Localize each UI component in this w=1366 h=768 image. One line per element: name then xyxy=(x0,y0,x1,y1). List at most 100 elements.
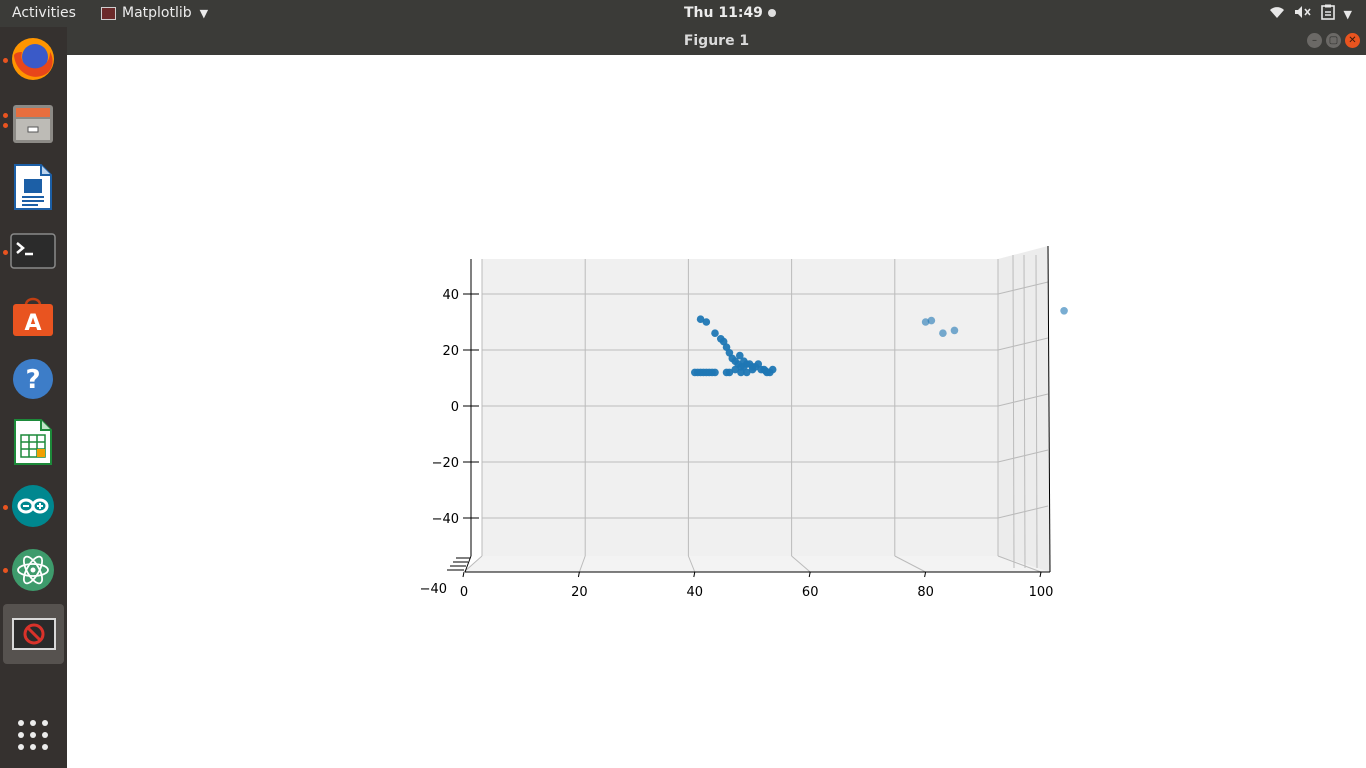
x-tick-label: 40 xyxy=(687,585,704,600)
grid-lines xyxy=(463,254,1049,573)
software-center-launcher[interactable]: A xyxy=(8,290,58,340)
dock: A ? xyxy=(0,27,67,768)
x-tick xyxy=(808,571,811,578)
app-menu[interactable]: Matplotlib ▼ xyxy=(101,5,208,21)
data-point xyxy=(731,365,739,374)
side-edge-line xyxy=(1047,245,1051,573)
data-point xyxy=(702,318,711,326)
matplotlib-window-launcher[interactable] xyxy=(3,604,64,664)
matplotlib-app-icon xyxy=(101,6,116,20)
firefox-launcher[interactable] xyxy=(8,34,58,84)
z-tick-label: −40 xyxy=(432,512,459,527)
grid-line xyxy=(894,555,926,573)
running-indicator xyxy=(3,58,8,63)
grid-line xyxy=(997,337,1049,351)
grid-line xyxy=(997,449,1049,463)
x-tick xyxy=(693,571,696,578)
running-indicator xyxy=(3,568,8,573)
figure-canvas[interactable]: 0 20 40 60 80 100 40 20 0 −20 −40 −40 xyxy=(67,55,1366,768)
caret-down-icon: ▼ xyxy=(199,6,209,20)
grid-line xyxy=(687,555,696,573)
caret-down-icon[interactable]: ▼ xyxy=(1343,7,1352,21)
clock-label: Thu 11:49 xyxy=(684,5,763,21)
libreoffice-writer-launcher[interactable] xyxy=(8,162,58,212)
libreoffice-calc-launcher[interactable] xyxy=(8,417,58,467)
close-button[interactable]: ✕ xyxy=(1345,33,1360,48)
z-tick-label: 40 xyxy=(442,288,459,303)
data-points xyxy=(691,307,1068,377)
data-point xyxy=(722,368,731,377)
show-applications-button[interactable] xyxy=(8,710,58,760)
grid-line xyxy=(578,555,586,573)
grid-icon xyxy=(18,720,48,750)
firefox-icon xyxy=(12,38,54,80)
x-tick xyxy=(577,571,580,578)
data-point xyxy=(748,365,757,374)
data-point xyxy=(725,349,734,357)
back-pane xyxy=(482,259,998,556)
grid-line xyxy=(997,555,1042,573)
grid-line xyxy=(997,281,1049,295)
running-indicator xyxy=(3,505,8,510)
clipboard-icon[interactable] xyxy=(1320,4,1335,24)
data-point xyxy=(1060,307,1068,315)
grid-line xyxy=(997,393,1049,407)
data-point xyxy=(719,337,728,346)
data-point xyxy=(927,316,936,325)
data-point xyxy=(761,367,770,375)
data-point xyxy=(737,368,745,377)
data-point xyxy=(754,360,763,368)
z-tick-label: 0 xyxy=(451,400,459,415)
running-indicator xyxy=(3,250,8,255)
y-tick-label: −40 xyxy=(420,582,447,597)
data-point xyxy=(740,357,748,366)
data-point xyxy=(711,368,719,377)
activities-button[interactable]: Activities xyxy=(12,5,76,21)
floor-pane xyxy=(465,556,1050,572)
terminal-launcher[interactable] xyxy=(8,226,58,276)
data-point xyxy=(768,365,777,374)
app-menu-label: Matplotlib xyxy=(122,5,192,21)
maximize-button[interactable]: ▢ xyxy=(1326,33,1341,48)
data-point xyxy=(696,315,705,324)
grid-line xyxy=(463,555,483,573)
grid-line xyxy=(791,555,811,573)
z-tick-label: 20 xyxy=(442,344,459,359)
x-tick xyxy=(1039,571,1042,578)
window-titlebar[interactable]: Figure 1 – ▢ ✕ xyxy=(67,27,1366,55)
terminal-icon xyxy=(10,233,56,269)
document-writer-icon xyxy=(14,164,52,210)
grid-line xyxy=(1012,254,1015,569)
file-cabinet-icon xyxy=(13,105,53,143)
atom-editor-icon xyxy=(12,549,54,591)
matplotlib-window-icon xyxy=(11,618,56,650)
data-point xyxy=(711,329,719,338)
minimize-button[interactable]: – xyxy=(1307,33,1322,48)
data-point xyxy=(722,343,731,352)
window-title: Figure 1 xyxy=(683,33,750,49)
scatter-3d-plot[interactable]: 0 20 40 60 80 100 40 20 0 −20 −40 −40 xyxy=(67,55,1366,768)
spreadsheet-calc-icon xyxy=(14,419,52,465)
x-tick-label: 20 xyxy=(571,585,588,600)
grid-line xyxy=(1023,254,1026,569)
x-tick-label: 80 xyxy=(917,585,934,600)
z-tick-label: −20 xyxy=(432,456,459,471)
arduino-icon xyxy=(12,485,54,527)
x-tick-label: 100 xyxy=(1029,585,1054,600)
volume-muted-icon[interactable] xyxy=(1294,5,1312,23)
files-launcher[interactable] xyxy=(8,98,58,148)
data-point xyxy=(921,318,930,326)
running-indicator xyxy=(3,123,8,128)
x-tick xyxy=(462,571,465,578)
help-launcher[interactable]: ? xyxy=(8,354,58,404)
arduino-launcher[interactable] xyxy=(8,481,58,531)
clock[interactable]: Thu 11:49 xyxy=(684,5,776,21)
svg-text:?: ? xyxy=(25,365,40,395)
system-tray[interactable]: ▼ xyxy=(1269,4,1352,24)
grid-line xyxy=(997,505,1049,519)
x-tick xyxy=(924,571,927,578)
atom-launcher[interactable] xyxy=(8,545,58,595)
data-point xyxy=(950,326,959,335)
top-bar: Activities Matplotlib ▼ Thu 11:49 ▼ xyxy=(0,0,1366,27)
wifi-icon[interactable] xyxy=(1269,5,1285,23)
